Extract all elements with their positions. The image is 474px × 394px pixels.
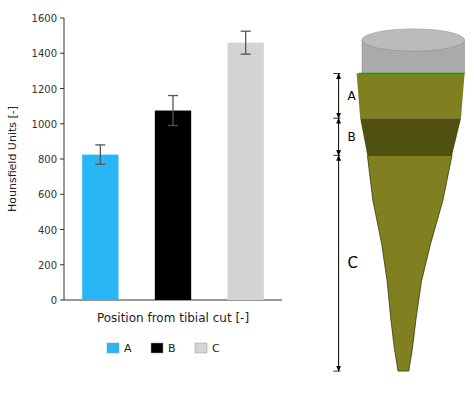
y-tick	[60, 159, 64, 160]
y-tick-label: 1400	[32, 48, 57, 59]
error-cap	[168, 125, 178, 126]
bone-diagram	[357, 29, 465, 371]
dimension-arrow	[338, 118, 339, 155]
y-tick	[60, 229, 64, 230]
y-tick-label: 600	[38, 189, 57, 200]
y-tick-label: 800	[38, 154, 57, 165]
y-axis: 0 200 400 600 800 1000 1200 1400 1600	[32, 13, 64, 306]
bone-shaft	[367, 155, 452, 371]
dimension-tick	[333, 155, 340, 156]
y-axis-label: Hounsfield Units [-]	[6, 106, 19, 212]
bone-cap-top	[362, 29, 465, 51]
bone-zone	[357, 74, 465, 119]
legend-swatch	[195, 343, 207, 353]
legend-label: C	[212, 342, 220, 355]
legend: A B C	[107, 342, 220, 355]
error-line	[172, 96, 173, 126]
y-tick-label: 0	[51, 295, 57, 306]
error-line	[245, 31, 246, 54]
error-line	[100, 145, 101, 164]
bar	[155, 111, 191, 300]
bone-cut-line	[358, 73, 464, 75]
y-tick-label: 1200	[32, 84, 57, 95]
chart-svg: 0 200 400 600 800 1000 1200 1400 1600 Hounsfield …	[0, 0, 474, 394]
annotation: C	[348, 254, 358, 272]
dimension-tick	[333, 73, 340, 74]
bars	[82, 31, 264, 300]
error-bar	[168, 96, 178, 126]
error-cap	[95, 144, 105, 145]
annotation: B	[348, 130, 356, 144]
y-tick	[60, 88, 64, 89]
error-cap	[168, 95, 178, 96]
dimension-arrow	[338, 155, 339, 371]
legend-swatch	[107, 343, 119, 353]
y-tick	[60, 194, 64, 195]
y-tick	[60, 18, 64, 19]
y-tick-label: 1600	[32, 13, 57, 24]
error-cap	[241, 31, 251, 32]
y-tick	[60, 300, 64, 301]
legend-label: A	[124, 342, 132, 355]
dimension-arrows: A B C	[333, 74, 358, 372]
dimension-arrow	[338, 74, 339, 119]
bone-zone	[360, 118, 461, 155]
y-tick	[60, 123, 64, 124]
x-axis-label: Position from tibial cut [-]	[97, 311, 249, 325]
bar	[228, 43, 264, 300]
error-bar	[241, 31, 251, 54]
dimension-tick	[333, 118, 340, 119]
error-cap	[241, 53, 251, 54]
bar	[82, 155, 118, 300]
error-cap	[95, 164, 105, 165]
y-tick-label: 1000	[32, 119, 57, 130]
legend-label: B	[168, 342, 176, 355]
annotation: A	[348, 89, 357, 103]
y-tick-label: 200	[38, 260, 57, 271]
error-bar	[95, 145, 105, 164]
y-tick-label: 400	[38, 225, 57, 236]
y-tick	[60, 53, 64, 54]
y-tick	[60, 264, 64, 265]
legend-swatch	[151, 343, 163, 353]
chart-root: 0 200 400 600 800 1000 1200 1400 1600 Hounsfield …	[0, 0, 474, 394]
dimension-tick	[333, 371, 340, 372]
